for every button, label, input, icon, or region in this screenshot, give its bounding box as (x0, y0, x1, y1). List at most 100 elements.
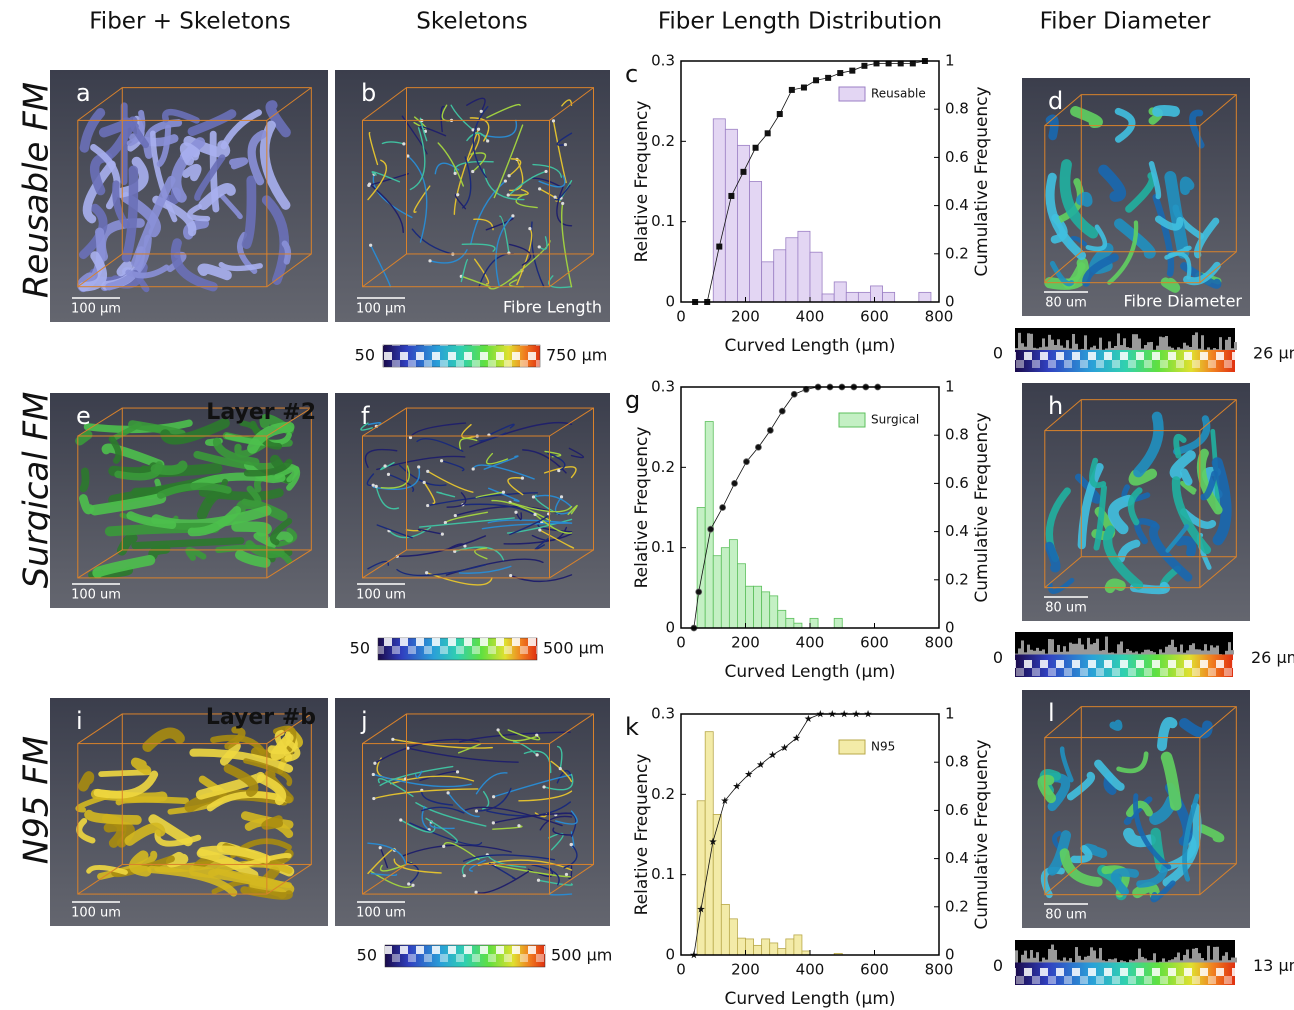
colorbar-checker (385, 945, 545, 967)
histogram-strip-bar (1159, 649, 1162, 655)
fiber-render (380, 465, 410, 489)
fiber-render (491, 499, 551, 522)
x-tick-label: 0 (676, 634, 686, 652)
fiber-render (1133, 793, 1172, 870)
fiber-render (368, 131, 379, 166)
fiber-render (370, 871, 414, 889)
fiber-render (1089, 457, 1107, 488)
fiber-render (93, 770, 159, 799)
cumulative-marker (752, 144, 759, 151)
bounding-box (362, 743, 550, 895)
y2-tick-label: 1 (945, 52, 955, 70)
node-render (496, 728, 500, 732)
scale-bar-label: 100 um (71, 588, 121, 603)
node-render (462, 874, 466, 878)
bounding-box-edge (1199, 556, 1237, 589)
node-render (407, 882, 411, 886)
row-label: N95 FM (17, 736, 57, 864)
fiber-render (1193, 217, 1220, 259)
fiber-render (1179, 718, 1213, 739)
cumulative-marker (756, 760, 765, 768)
fiber-render (453, 160, 494, 175)
fiber-render (552, 120, 567, 184)
histogram-strip-bar (1180, 348, 1183, 350)
fiber-render (1093, 484, 1107, 551)
y-tick-label: 0 (665, 619, 675, 637)
bounding-box-edge (266, 407, 312, 437)
fiber-render (241, 175, 257, 249)
histogram-strip-bar (1096, 958, 1099, 963)
cumulative-marker (719, 504, 727, 511)
histogram-strip-bar (1078, 638, 1081, 655)
y2-tick-label: 0.6 (945, 474, 969, 492)
scale-bar-label: 80 um (1045, 601, 1087, 616)
colorbar-checker (1015, 350, 1235, 372)
node-render (569, 842, 573, 847)
histogram-strip-bar (1027, 644, 1030, 655)
fiber-render (115, 156, 149, 198)
bar (785, 237, 799, 303)
histogram-strip-bar (1072, 333, 1075, 350)
fiber-render (270, 733, 294, 761)
fiber-render (78, 203, 108, 260)
fiber-render (440, 105, 446, 133)
cumulative-marker (755, 443, 762, 451)
histogram-strip-bar (1117, 333, 1120, 350)
histogram-strip-bar (1189, 958, 1192, 963)
fiber-render (147, 865, 238, 897)
fiber-render (1082, 253, 1119, 287)
x-tick-label: 400 (796, 634, 825, 652)
fiber-render (1154, 215, 1184, 231)
histogram-strip-bar (1015, 348, 1018, 350)
fiber-render (1107, 494, 1135, 535)
cumulative-marker (825, 74, 832, 81)
fiber-render (78, 771, 95, 792)
bar (857, 291, 871, 303)
fiber-render (84, 809, 142, 825)
y2-tick-label: 1 (945, 378, 955, 396)
bar (728, 539, 738, 629)
fiber-render (1160, 277, 1181, 293)
histogram-strip-bar (1081, 959, 1084, 963)
fiber-render (546, 452, 566, 472)
histogram-strip-bar (1120, 641, 1123, 655)
fiber-render (407, 747, 519, 763)
fiber-render (538, 236, 548, 250)
fiber-render (261, 195, 290, 285)
bounding-box-edge (266, 253, 312, 288)
fiber-render (393, 858, 442, 874)
fiber-render (219, 741, 241, 766)
fiber-render (1174, 535, 1197, 558)
histogram-strip-bar (1150, 960, 1153, 963)
fiber-render (1183, 261, 1221, 286)
legend-swatch (838, 739, 866, 755)
bar (737, 563, 746, 629)
fiber-render (423, 481, 436, 504)
bar (845, 291, 859, 303)
fiber-render (368, 173, 409, 187)
histogram-strip-bar (1039, 961, 1042, 963)
fiber-render (468, 859, 486, 872)
fiber-render (1098, 164, 1126, 202)
fiber-render (1103, 525, 1144, 590)
bounding-box (1080, 94, 1237, 253)
histogram-strip-bar (1024, 346, 1027, 350)
fiber-render (417, 528, 444, 535)
histogram-strip-bar (1066, 340, 1069, 350)
bounding-box-edge (362, 407, 407, 437)
fiber-render (381, 141, 405, 145)
fiber-render (1114, 107, 1136, 143)
fiber-render (129, 850, 152, 877)
histogram-strip-bar (1069, 642, 1072, 655)
node-render (426, 469, 430, 473)
histogram-strip-bar (1063, 347, 1066, 350)
histogram-strip-bar (1030, 333, 1033, 350)
histogram-strip-bar (1042, 338, 1045, 350)
node-render (551, 119, 556, 123)
fiber-render (1094, 759, 1125, 791)
histogram-strip-bar (1108, 341, 1111, 350)
bounding-box-edge (77, 253, 123, 288)
fiber-render (1179, 480, 1197, 495)
cumulative-marker (695, 588, 703, 596)
bounding-box-edge (362, 864, 407, 895)
